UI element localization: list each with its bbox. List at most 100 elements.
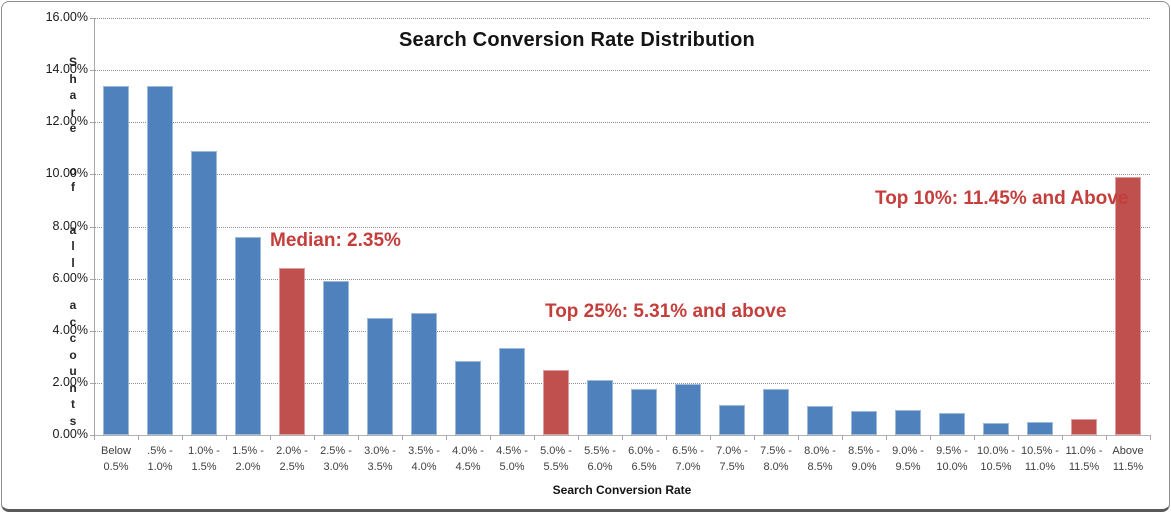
x-tick-mark [182,435,183,440]
x-tick-mark [842,435,843,440]
x-tick-label: .5% -1.0% [147,445,173,473]
bar [455,360,481,435]
x-tick-label: 6.0% -6.5% [628,445,660,473]
y-tick-mark [90,122,94,124]
y-tick-mark [90,330,94,332]
x-tick-mark [314,435,315,440]
bar [719,405,745,435]
annotation-top10: Top 10%: 11.45% and Above [875,188,1129,209]
x-tick-mark [1106,435,1107,440]
x-tick-mark [930,435,931,440]
x-tick-label: Above 11.5% [1112,445,1144,473]
gridline [94,70,1150,72]
y-tick-label: 0.00% [52,427,88,441]
y-tick-label: 12.00% [45,114,88,129]
x-tick-mark [270,435,271,440]
bar [675,384,701,435]
x-tick-label: 7.0% -7.5% [716,445,748,473]
y-tick-label: 6.00% [52,270,88,285]
x-tick-label: 3.5% -4.0% [408,445,440,473]
x-tick-mark [94,435,95,440]
x-tick-label: 5.5% -6.0% [584,445,616,473]
gridline [94,226,1150,228]
bar [323,281,349,435]
x-tick-mark [1062,435,1063,440]
y-tick-mark [90,70,94,72]
x-tick-mark [534,435,535,440]
y-tick-mark [90,435,94,436]
x-tick-label: 6.5% -7.0% [672,445,704,473]
x-tick-mark [886,435,887,440]
gridline [94,18,1150,19]
y-tick-label: 2.00% [52,374,88,389]
x-tick-label: 1.0% -1.5% [188,445,220,473]
x-axis-title: Search Conversion Rate [552,483,692,497]
x-tick-label: 9.0% -9.5% [892,445,924,473]
y-tick-mark [90,18,94,19]
x-tick-label: 4.5% -5.0% [496,445,528,473]
x-tick-label: 10.5% -11.0% [1021,445,1059,473]
bar [191,150,217,435]
gridline [94,278,1150,280]
y-tick-label: 4.00% [52,322,88,337]
x-tick-label: 3.0% -3.5% [364,445,396,473]
x-tick-mark [226,435,227,440]
x-tick-label: 2.0% -2.5% [276,445,308,473]
bar [807,406,833,435]
bar [367,317,393,435]
x-tick-mark [446,435,447,440]
x-tick-label: 11.0% -11.5% [1065,445,1103,473]
gridline [94,174,1150,176]
annotation-median: Median: 2.35% [270,230,401,251]
bar [1027,421,1053,435]
x-tick-mark [138,435,139,440]
x-tick-mark [798,435,799,440]
y-axis-line [94,18,95,435]
y-tick-mark [90,226,94,228]
x-tick-label: 8.5% -9.0% [848,445,880,473]
x-tick-label: 2.5% -3.0% [320,445,352,473]
x-tick-mark [578,435,579,440]
x-tick-mark [402,435,403,440]
annotation-top25: Top 25%: 5.31% and above [545,301,787,322]
x-tick-mark [358,435,359,440]
y-tick-mark [90,278,94,280]
y-tick-mark [90,382,94,384]
bar [631,389,657,435]
bar-highlighted [1115,176,1141,435]
x-tick-label: 1.5% -2.0% [232,445,264,473]
y-tick-label: 8.00% [52,218,88,233]
x-tick-mark [666,435,667,440]
bar-highlighted [543,369,569,435]
y-tick-label: 16.00% [45,10,88,24]
bar [851,410,877,435]
x-tick-mark [1018,435,1019,440]
bar [983,422,1009,435]
y-tick-label: 14.00% [45,62,88,77]
x-tick-mark [490,435,491,440]
x-tick-label: 4.0% -4.5% [452,445,484,473]
x-tick-mark [710,435,711,440]
bar-highlighted [1071,419,1097,435]
bar [103,85,129,435]
x-tick-mark [1150,435,1151,440]
x-tick-mark [974,435,975,440]
chart-title: Search Conversion Rate Distribution [399,29,755,51]
bar [147,85,173,435]
x-tick-label: 10.0% -10.5% [977,445,1015,473]
bar [895,410,921,435]
x-tick-label: Below 0.5% [101,445,131,473]
x-tick-mark [754,435,755,440]
bar-highlighted [279,268,305,435]
x-tick-label: 7.5% -8.0% [760,445,792,473]
gridline [94,382,1150,384]
bar [587,380,613,435]
x-tick-mark [622,435,623,440]
bar [499,347,525,435]
bar [411,312,437,435]
